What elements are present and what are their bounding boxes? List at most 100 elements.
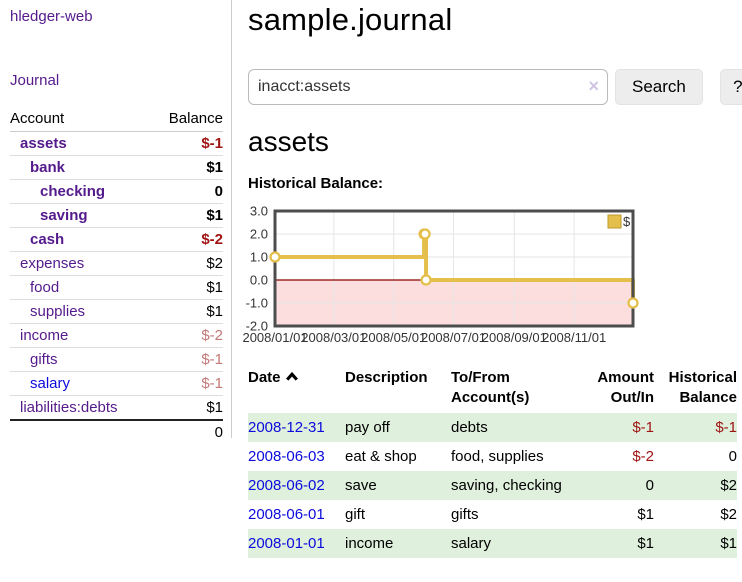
account-balance-table: Account Balance assets $-1 bank $1 check… [10,108,223,444]
account-link-checking[interactable]: checking [40,183,106,200]
account-balance: $-2 [151,323,223,348]
account-balance: $-1 [151,371,223,396]
balance-chart-svg: 3.0 2.0 1.0 0.0 -1.0 -2.02008/01/012008/03/01… [242,204,639,345]
account-link-supplies[interactable]: supplies [30,303,86,320]
transaction-row: 2008-06-01 gift gifts $1 $2 [248,500,737,529]
account-balance: $-1 [151,347,223,372]
account-balance: $-1 [151,131,223,156]
column-header-date: Date [248,365,345,413]
account-link-gifts[interactable]: gifts [30,351,58,368]
chart-point [419,228,431,240]
column-header-amount: Amount Out/In [597,369,654,407]
transaction-description: pay off [345,418,390,436]
transaction-date-link[interactable]: 2008-06-02 [248,476,325,494]
transaction-row: 2008-12-31 pay off debts $-1 $-1 [248,412,737,442]
account-row: expenses $2 [10,251,223,276]
sort-ascending-icon [285,371,298,381]
x-tick-label: 2008/01/01 [242,330,307,345]
transaction-description: eat & shop [345,447,417,465]
account-link-income[interactable]: income [20,327,69,344]
search-button[interactable]: Search [615,69,703,105]
transaction-row: 2008-06-03 eat & shop food, supplies $-2… [248,442,737,471]
transaction-row: 2008-01-01 income salary $1 $1 [248,528,737,558]
chart-title: Historical Balance: [248,175,384,192]
account-total-balance: 0 [151,419,223,444]
transaction-balance: $1 [720,534,737,552]
transaction-date-link[interactable]: 2008-12-31 [248,418,325,436]
brand-link[interactable]: hledger-web [10,8,93,25]
x-tick-label: 2008/03/01 [301,330,366,345]
y-tick-label: 3.0 [250,204,268,219]
transaction-balance: 0 [728,447,737,465]
legend-label: $ [623,214,631,229]
register-header-row: Date Description To/From Account(s) Amou… [248,365,737,413]
clear-search-icon[interactable]: × [588,76,599,96]
account-link-salary[interactable]: salary [30,375,71,392]
account-balance: $1 [151,395,223,421]
historical-balance-chart: 3.0 2.0 1.0 0.0 -1.0 -2.0 2008/01/01 2008/03/01… [242,204,742,350]
legend-swatch [607,214,622,229]
account-link-food[interactable]: food [30,279,60,296]
column-header-balance: Historical Balance [668,369,737,407]
account-row: salary $-1 [10,371,223,396]
account-row: cash $-2 [10,227,223,252]
transaction-balance: $2 [720,476,737,494]
account-balance: $1 [151,299,223,324]
transaction-amount: $-1 [632,418,654,436]
column-header-account: To/From Account(s) [451,369,530,407]
account-row: saving $1 [10,203,223,228]
sidebar-item-journal[interactable]: Journal [10,72,60,89]
transaction-date-link[interactable]: 2008-06-01 [248,505,325,523]
transaction-amount: $1 [637,505,654,523]
account-total-row: 0 [10,419,223,444]
x-tick-label: 2008/11/01 [542,330,606,345]
x-tick-label: 2008/07/01 [421,330,486,345]
y-tick-label: 1.0 [250,250,268,265]
transaction-date-link[interactable]: 2008-06-03 [248,447,325,465]
column-header-description: Description [345,369,428,386]
transaction-accounts: food, supplies [451,447,544,465]
account-balance: $-2 [151,227,223,252]
search-input[interactable] [248,69,608,105]
account-link-assets[interactable]: assets [20,135,67,152]
account-table-header: Account Balance [10,108,223,132]
register-table: Date Description To/From Account(s) Amou… [248,365,737,558]
account-row: assets $-1 [10,131,223,156]
account-link-bank[interactable]: bank [30,159,66,176]
y-tick-label: 0.0 [250,273,268,288]
transaction-description: gift [345,505,366,523]
transaction-amount: $-2 [632,447,654,465]
transaction-amount: 0 [645,476,654,494]
transaction-date-link[interactable]: 2008-01-01 [248,534,325,552]
chart-point [627,297,639,309]
plot-border [273,209,635,328]
y-tick-label: 2.0 [250,227,268,242]
account-row: income $-2 [10,323,223,348]
y-tick-label: -1.0 [246,296,268,311]
account-link-liabilities-debts[interactable]: liabilities:debts [20,399,118,416]
account-balance: $1 [151,275,223,300]
account-heading: assets [248,126,329,157]
account-balance: $1 [151,203,223,228]
sidebar: hledger-web Journal Account Balance asse… [0,0,232,444]
account-link-expenses[interactable]: expenses [20,255,85,272]
account-row: gifts $-1 [10,347,223,372]
account-balance: 0 [151,179,223,204]
y-tick-label: -2.0 [246,319,268,334]
transaction-accounts: saving, checking [451,476,562,494]
transaction-accounts: gifts [451,505,479,523]
help-button[interactable]: ? [719,69,742,105]
transaction-balance: $2 [720,505,737,523]
account-link-cash[interactable]: cash [30,231,65,248]
page: hledger-web Journal Account Balance asse… [0,0,742,558]
transaction-description: save [345,476,377,494]
account-row: supplies $1 [10,299,223,324]
account-balance: $1 [151,155,223,180]
account-row: food $1 [10,275,223,300]
page-title: sample.journal [248,2,453,37]
account-row: liabilities:debts $1 [10,395,223,421]
account-link-saving[interactable]: saving [40,207,88,224]
transaction-amount: $1 [637,534,654,552]
account-row: bank $1 [10,155,223,180]
search-form: × Search ? [248,69,742,105]
